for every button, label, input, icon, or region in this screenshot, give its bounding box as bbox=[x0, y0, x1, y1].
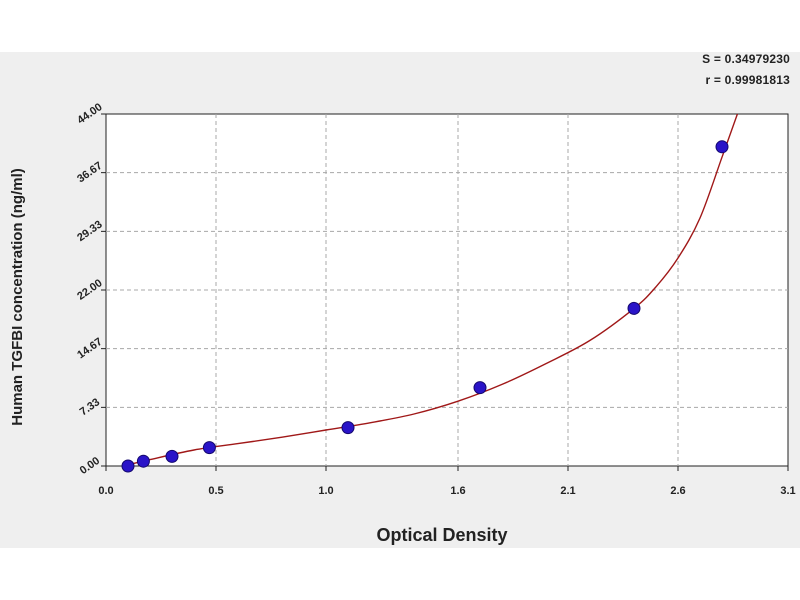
y-tick-label: 0.00 bbox=[78, 455, 102, 477]
x-tick-label: 0.5 bbox=[208, 485, 223, 497]
y-tick-label: 44.00 bbox=[75, 101, 104, 127]
plot-area bbox=[105, 113, 789, 467]
data-point bbox=[715, 140, 729, 154]
data-point bbox=[121, 459, 135, 473]
data-point bbox=[136, 454, 150, 468]
data-point bbox=[473, 381, 487, 395]
x-tick-label: 1.6 bbox=[450, 485, 465, 497]
y-axis-title: Human TGFBI concentration (ng/ml) bbox=[9, 168, 26, 426]
x-tick-label: 3.1 bbox=[780, 485, 795, 497]
chart-svg: 0.0 0.5 1.0 1.6 2.1 2.6 3.1 0.00 7.33 14.67 22.00 2… bbox=[9, 101, 796, 545]
x-tick-label: 2.1 bbox=[560, 485, 575, 497]
data-point bbox=[341, 421, 355, 435]
chart-panel: 0.0 0.5 1.0 1.6 2.1 2.6 3.1 0.00 7.33 14.67 22.00 2… bbox=[0, 52, 800, 548]
y-tick-label: 29.33 bbox=[75, 218, 104, 244]
y-tick-label: 22.00 bbox=[75, 277, 104, 303]
data-point bbox=[627, 301, 641, 315]
x-axis-title: Optical Density bbox=[376, 525, 507, 545]
x-tick-label: 0.0 bbox=[98, 485, 113, 497]
x-tick-label: 2.6 bbox=[670, 485, 685, 497]
y-tick-label: 14.67 bbox=[75, 336, 104, 362]
y-tick-label: 36.67 bbox=[75, 160, 104, 186]
data-point bbox=[202, 441, 216, 455]
r-value: r = 0.99981813 bbox=[705, 73, 790, 87]
s-value: S = 0.34979230 bbox=[702, 52, 790, 66]
data-point bbox=[165, 449, 179, 463]
y-tick-label: 7.33 bbox=[78, 396, 102, 418]
x-tick-label: 1.0 bbox=[318, 485, 333, 497]
